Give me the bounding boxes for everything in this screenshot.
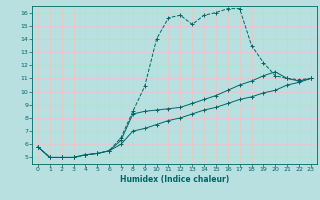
- X-axis label: Humidex (Indice chaleur): Humidex (Indice chaleur): [120, 175, 229, 184]
